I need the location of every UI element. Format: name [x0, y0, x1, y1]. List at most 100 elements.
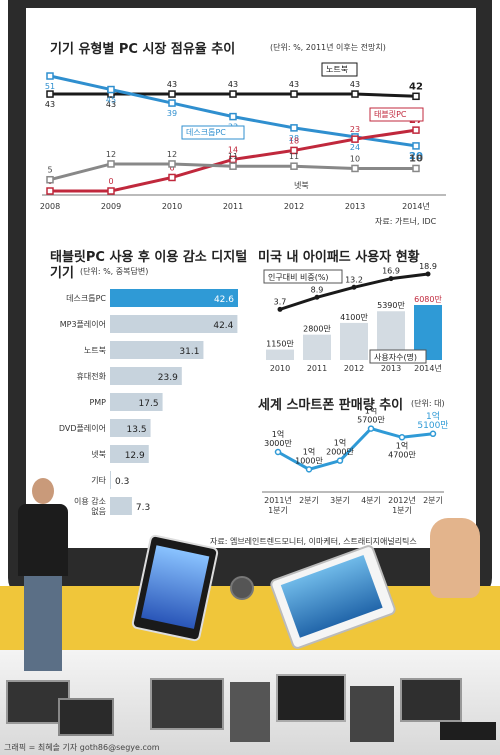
chart4-x-tick: 1분기	[392, 506, 412, 515]
chart1-title: 기기 유형별 PC 시장 점유율 추이	[50, 42, 236, 57]
chart3-ratio-point	[351, 284, 357, 290]
chart1-source: 자료: 가트너, IDC	[375, 217, 437, 226]
chart4-value-label: 4700만	[388, 450, 416, 459]
chart3-user-label: 6080만	[414, 295, 442, 304]
chart3-x-tick: 2014년	[414, 363, 442, 373]
chart1-point	[351, 90, 359, 98]
chart1-data-label: 14	[228, 145, 238, 154]
chart1-point	[412, 92, 420, 101]
chart1-point	[46, 90, 54, 98]
chart1-data-label: 43	[45, 100, 55, 109]
chart1-point	[107, 187, 115, 195]
chart1-x-tick: 2010	[162, 202, 182, 211]
chart1-data-label: 28	[289, 134, 299, 143]
chart2-bar	[110, 497, 132, 515]
chart1-point	[46, 187, 54, 195]
chart1-point	[412, 126, 420, 134]
chart3-ratio-point	[425, 271, 431, 277]
chart4-x-tick: 2분기	[299, 496, 319, 505]
chart3-ratio-label: 3.7	[274, 297, 287, 306]
chart3-ratio-point	[388, 276, 394, 282]
chart1-legend-label: 데스크톱PC	[186, 128, 226, 137]
chart1-data-label: 43	[167, 80, 177, 89]
home-button	[230, 576, 254, 600]
chart3-ratio-label: 18.9	[419, 262, 437, 271]
chart1-data-label: 11	[228, 152, 238, 161]
presenter-figure	[10, 478, 72, 678]
chart1-x-tick: 2012	[284, 202, 304, 211]
chart2-value-label: 23.9	[158, 373, 178, 383]
chart1-x-tick: 2011	[223, 202, 243, 211]
chart3-ratio-point	[277, 306, 283, 312]
chart1-point	[351, 135, 359, 143]
chart3-user-label: 1150만	[266, 340, 294, 349]
chart2-plot: 데스크톱PC 42.6 MP3플레이어 42.4 노트북 31.1 휴대전화 23.9 PMP 1…	[59, 289, 238, 516]
chart4-x-tick: 4분기	[361, 496, 381, 505]
chart1-point	[46, 72, 54, 80]
chart4-value-label: 5700만	[357, 416, 385, 425]
chart4-x-tick: 1분기	[268, 506, 288, 515]
chart2-bar	[110, 419, 151, 437]
chart1-unit: (단위: %, 2011년 이후는 전망치)	[270, 43, 386, 52]
chart1-x-tick: 2009	[101, 202, 121, 211]
chart1-data-label: 43	[106, 100, 116, 109]
background-band	[0, 586, 500, 656]
chart2-bar	[110, 445, 149, 463]
chart1-data-label: 12	[106, 150, 116, 159]
chart1-point	[107, 160, 115, 168]
chart3-x-tick: 2010	[270, 364, 290, 373]
chart4-value-label: 2000만	[326, 448, 354, 457]
chart2-value-label: 13.5	[127, 425, 147, 435]
chart4-x-tick: 2011년	[264, 495, 292, 505]
chart1-point	[168, 173, 176, 182]
chart4-title: 세계 스마트폰 판매량 추이	[258, 398, 404, 413]
chart1-data-label: 10	[409, 153, 423, 164]
chart3-user-label: 4100만	[340, 313, 368, 322]
chart4-line	[277, 426, 434, 471]
chart1-point	[290, 146, 298, 155]
chart3-ratio-label: 16.9	[382, 267, 400, 276]
chart3-legend-ratio-box	[263, 269, 343, 284]
chart4-x-tick: 3분기	[330, 496, 350, 505]
chart1-data-label: 18	[289, 136, 299, 145]
chart1-data-label: 11	[289, 152, 299, 161]
chart1-point	[229, 162, 237, 170]
chart2-bar	[110, 393, 163, 411]
chart1-data-label: 43	[289, 80, 299, 89]
chart4-value-label: 1억	[396, 440, 408, 450]
chart1-point	[229, 90, 237, 98]
chart3-ratio-label: 8.9	[311, 285, 324, 294]
chart4-value-label: 1억	[334, 438, 346, 448]
hand-illustration	[430, 518, 480, 598]
chart3-user-label: 2800만	[303, 325, 331, 334]
chart1-data-label: 45	[106, 96, 116, 105]
chart1-legend-box	[321, 62, 358, 77]
chart3-ratio-label: 13.2	[345, 275, 363, 284]
chart2-title-line1: 태블릿PC 사용 후 이용 감소 디지털	[50, 250, 248, 265]
chart1-legend-label: 노트북	[326, 65, 348, 74]
chart4-point	[305, 466, 313, 473]
chart3-legend-users: 사용자수(명)	[374, 352, 417, 362]
chart3-legend-users-box	[369, 349, 427, 364]
chart3-plot: 인구대비 비중(%) 1150만 2010 2800만 2011 4100만 2012 539…	[263, 262, 442, 373]
chart2-bar	[110, 471, 111, 489]
chart4-x-tick: 2분기	[423, 496, 443, 505]
chart2-value-label: 31.1	[179, 347, 199, 357]
chart2-bar	[110, 367, 182, 385]
chart2-unit: (단위: %, 중복답변)	[80, 267, 149, 276]
chart1-point	[229, 112, 237, 121]
chart1-data-label: 12	[167, 150, 177, 159]
chart4-value-label: 3000만	[264, 439, 292, 448]
chart2-bar	[110, 315, 238, 333]
chart1-point	[412, 164, 420, 173]
chart2-category-label: 기타	[91, 476, 106, 485]
chart2-category-label: 이용 감소	[74, 496, 106, 506]
chart4-plot: 1억3000만2011년1분기1억1000만2분기1억2000만3분기1억570…	[262, 408, 448, 515]
chart2-category-label: MP3플레이어	[60, 319, 106, 329]
chart1-x-tick: 2013	[345, 202, 365, 211]
chart1-point	[412, 142, 420, 150]
chart3-title: 미국 내 아이패드 사용자 현황	[258, 250, 420, 265]
chart3-legend-ratio: 인구대비 비중(%)	[268, 272, 329, 282]
chart3-x-tick: 2013	[381, 364, 401, 373]
chart2-value-label: 7.3	[136, 503, 150, 513]
